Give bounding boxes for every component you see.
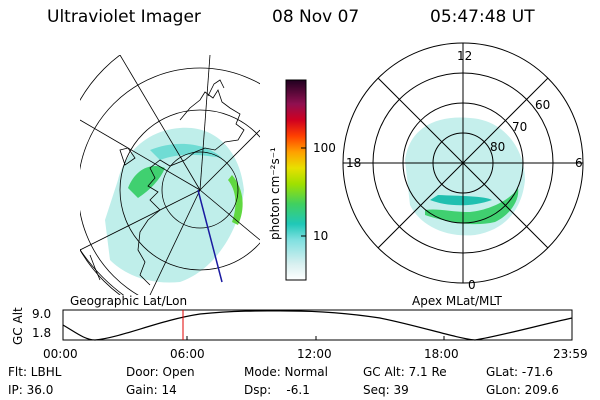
mlt-label-12: 12 — [457, 49, 473, 63]
colorbar-tick-10: 10 — [313, 229, 329, 243]
info-ip: IP: 36.0 — [8, 383, 54, 397]
xtick-1200: 12:00 — [297, 347, 332, 361]
xtick-0600: 06:00 — [170, 347, 205, 361]
xtick-2359: 23:59 — [553, 347, 588, 361]
polar-plot — [342, 42, 584, 284]
colorbar — [285, 79, 307, 281]
aurora-image-left — [105, 127, 244, 283]
lat-label-80: 80 — [490, 140, 506, 154]
lat-label-60: 60 — [535, 98, 551, 112]
left-panel-caption: Geographic Lat/Lon — [70, 294, 188, 308]
instrument-title: Ultraviolet Imager — [47, 7, 201, 27]
info-dsp: Dsp: -6.1 — [244, 383, 310, 397]
altitude-ytick-min: 1.8 — [32, 326, 52, 340]
info-door: Door: Open — [126, 365, 195, 379]
altitude-plot — [62, 309, 573, 341]
mlt-label-6: 6 — [575, 156, 583, 170]
altitude-curve — [62, 310, 573, 341]
coastline — [119, 79, 245, 286]
info-mode: Mode: Normal — [244, 365, 328, 379]
colorbar-tick-100: 100 — [313, 141, 336, 155]
satellite-track — [197, 189, 223, 283]
colorbar-unit-label: photon cm⁻²s⁻¹ — [268, 147, 282, 240]
right-panel-caption: Apex MLat/MLT — [412, 294, 502, 308]
altitude-ytick-max: 9.0 — [32, 307, 52, 321]
info-glon: GLon: 209.6 — [486, 383, 559, 397]
aurora-oval-bright-left — [128, 166, 165, 198]
info-glat: GLat: -71.6 — [486, 365, 553, 379]
info-seq: Seq: 39 — [363, 383, 409, 397]
geographic-map — [80, 55, 260, 295]
info-flt: Flt: LBHL — [8, 365, 62, 379]
aurora-arc-left — [228, 175, 243, 225]
info-gain: Gain: 14 — [126, 383, 177, 397]
xtick-0000: 00:00 — [43, 347, 78, 361]
time-label: 05:47:48 UT — [430, 7, 535, 27]
aurora-oval-bright-right — [425, 188, 519, 225]
mlt-label-18: 18 — [346, 156, 362, 170]
altitude-ylabel: GC Alt — [11, 307, 25, 345]
xtick-1800: 18:00 — [424, 347, 459, 361]
lat-label-70: 70 — [512, 120, 528, 134]
info-gc-alt: GC Alt: 7.1 Re — [363, 365, 447, 379]
mlt-label-0: 0 — [468, 278, 476, 292]
date-label: 08 Nov 07 — [272, 7, 360, 27]
